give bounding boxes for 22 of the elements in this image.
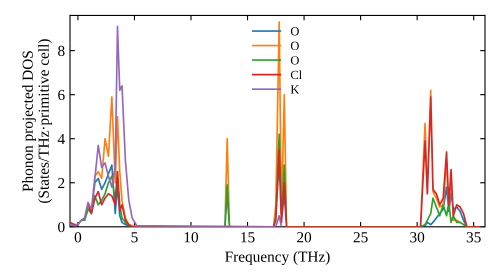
x-tick-label: 15 xyxy=(241,232,255,242)
legend-label: K xyxy=(290,85,300,94)
legend-label: O xyxy=(290,56,299,65)
y-tick-label: 6 xyxy=(58,90,65,100)
x-tick-label: 25 xyxy=(354,232,368,242)
x-tick-label: 20 xyxy=(297,232,312,242)
y-tick-label: 0 xyxy=(58,222,65,232)
x-tick-label: 30 xyxy=(410,232,424,242)
legend-label: O xyxy=(290,27,299,36)
legend-label: O xyxy=(290,42,299,50)
x-tick-label: 0 xyxy=(74,232,82,242)
y-tick-label: 8 xyxy=(58,46,65,56)
x-tick-label: 5 xyxy=(132,232,138,242)
y-tick-label: 4 xyxy=(58,134,65,144)
x-axis-title: Frequency (THz) xyxy=(225,251,330,265)
legend-label: Cl xyxy=(290,70,302,80)
x-tick-label: 10 xyxy=(184,232,198,242)
y-tick-label: 2 xyxy=(58,178,64,188)
x-tick-label: 35 xyxy=(466,232,481,242)
y-axis-title: Phonon projected DOS (States/THz·primitive cell) xyxy=(22,39,52,203)
line-series xyxy=(70,26,282,227)
line-series xyxy=(70,96,480,227)
